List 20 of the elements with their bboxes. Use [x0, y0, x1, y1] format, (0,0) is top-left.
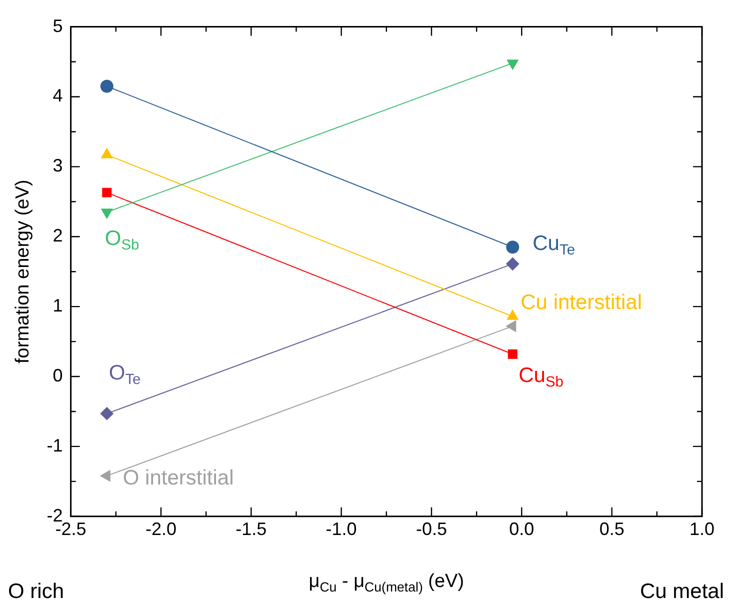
x-tick-label: -1.5	[236, 519, 267, 540]
text: Cu metal	[640, 580, 724, 603]
y-tick-label: -2	[46, 505, 63, 526]
y-tick-label: 1	[52, 296, 63, 316]
y-tick-label: 0	[52, 365, 63, 386]
x-tick-label: 1.0	[689, 519, 715, 540]
y-tick-label: 5	[52, 16, 63, 36]
x-tick-label: 0.0	[509, 519, 534, 540]
series-label: O interstitial	[122, 466, 234, 490]
x-tick-label: -0.5	[416, 519, 448, 540]
y-axis-title: formation energy (eV)	[12, 180, 34, 364]
y-tick-label: -1	[46, 435, 63, 456]
text: O rich	[8, 580, 64, 603]
y-tick-label: 4	[52, 86, 63, 106]
x-tick-label: -1.0	[326, 519, 357, 540]
y-tick-label: 2	[52, 226, 63, 246]
x-tick-label: -2.0	[145, 519, 176, 540]
series-label: Cu interstitial	[520, 291, 642, 314]
x-tick-label: 0.5	[599, 519, 624, 540]
y-tick-label: 3	[52, 156, 63, 176]
